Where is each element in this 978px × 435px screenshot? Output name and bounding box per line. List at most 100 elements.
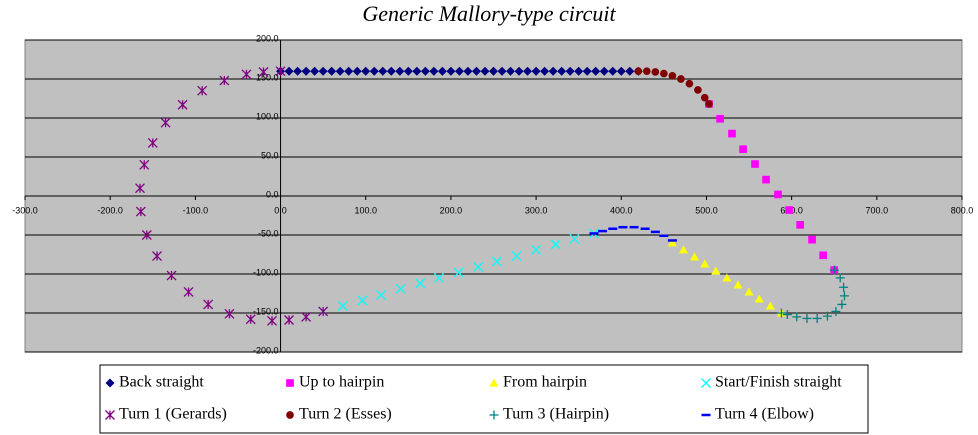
point xyxy=(523,66,533,76)
point xyxy=(540,66,550,76)
point xyxy=(386,66,396,76)
point xyxy=(177,99,188,110)
y-tick-label: -100.0 xyxy=(253,267,279,277)
point xyxy=(660,69,668,78)
point xyxy=(160,117,171,128)
point xyxy=(369,66,379,76)
point xyxy=(667,238,677,247)
point xyxy=(819,251,827,260)
y-tick-label: 0.0 xyxy=(266,189,279,199)
legend-marker xyxy=(105,410,115,420)
point xyxy=(139,159,150,170)
y-tick-label: -200.0 xyxy=(253,345,279,355)
point xyxy=(293,66,303,76)
point xyxy=(531,244,542,255)
point xyxy=(711,266,721,275)
point xyxy=(275,66,286,77)
point xyxy=(531,66,541,76)
point xyxy=(762,175,770,184)
y-tick-label: 150.0 xyxy=(256,72,279,82)
point xyxy=(437,66,447,76)
point xyxy=(668,72,677,80)
point xyxy=(569,233,580,244)
x-tick-label: 200.0 xyxy=(440,205,463,215)
x-tick-label: -200.0 xyxy=(97,205,123,215)
y-tick-label: -150.0 xyxy=(253,306,279,316)
point xyxy=(454,66,464,76)
legend-label: Turn 1 (Gerards) xyxy=(119,406,227,423)
point xyxy=(643,67,651,76)
point xyxy=(197,85,208,96)
point xyxy=(152,251,162,262)
point xyxy=(839,291,849,301)
point xyxy=(822,311,832,321)
legend-marker xyxy=(286,379,294,387)
point xyxy=(837,299,847,309)
x-tick-label: 400.0 xyxy=(610,205,633,215)
point xyxy=(489,66,498,76)
point xyxy=(625,66,635,76)
legend-label: From hairpin xyxy=(503,374,587,391)
point xyxy=(344,66,354,76)
legend-label: Turn 2 (Esses) xyxy=(299,406,392,423)
point xyxy=(754,294,764,303)
point xyxy=(135,183,145,194)
point xyxy=(318,306,329,317)
point xyxy=(224,308,235,319)
point xyxy=(412,66,422,76)
point xyxy=(774,190,782,199)
legend-marker xyxy=(701,378,711,388)
point xyxy=(429,66,439,76)
point xyxy=(839,282,849,292)
point xyxy=(446,66,456,76)
point xyxy=(135,206,146,217)
point xyxy=(480,66,490,76)
point xyxy=(491,256,502,267)
x-tick-label: -300.0 xyxy=(12,205,38,215)
legend-marker xyxy=(489,410,499,420)
point xyxy=(471,66,481,76)
point xyxy=(705,100,713,108)
x-tick-label: 100.0 xyxy=(354,205,377,215)
legend-label: Start/Finish straight xyxy=(715,374,842,391)
legend-marker xyxy=(286,411,294,419)
legend xyxy=(99,364,869,434)
point xyxy=(694,86,702,94)
point xyxy=(361,66,371,76)
point xyxy=(700,93,709,102)
point xyxy=(141,230,152,240)
point xyxy=(514,66,524,76)
point xyxy=(796,221,804,229)
legend-marker xyxy=(489,378,499,387)
y-tick-label: 100.0 xyxy=(256,111,279,121)
y-tick-label: -50.0 xyxy=(258,228,279,238)
point xyxy=(395,66,405,76)
point xyxy=(785,206,793,214)
chart-title: Generic Mallory-type circuit xyxy=(362,1,616,26)
point xyxy=(776,308,786,318)
point xyxy=(219,75,230,86)
point xyxy=(690,252,700,261)
x-tick-label: 0.0 xyxy=(274,205,287,215)
point xyxy=(511,251,522,262)
x-tick-label: 300.0 xyxy=(525,205,548,215)
point xyxy=(420,66,430,76)
point xyxy=(284,66,294,76)
y-tick-label: 200.0 xyxy=(256,33,279,43)
point xyxy=(310,66,320,76)
point xyxy=(301,66,311,76)
point xyxy=(318,66,328,76)
point xyxy=(700,259,710,268)
point xyxy=(415,278,426,289)
point xyxy=(327,66,337,76)
point xyxy=(591,66,601,76)
point xyxy=(565,66,575,76)
legend-label: Turn 3 (Hairpin) xyxy=(503,406,609,423)
point xyxy=(557,66,567,76)
point xyxy=(403,66,413,76)
point xyxy=(835,273,845,283)
point xyxy=(284,315,295,325)
x-tick-label: -100.0 xyxy=(183,205,209,215)
y-tick-label: 50.0 xyxy=(261,150,279,160)
